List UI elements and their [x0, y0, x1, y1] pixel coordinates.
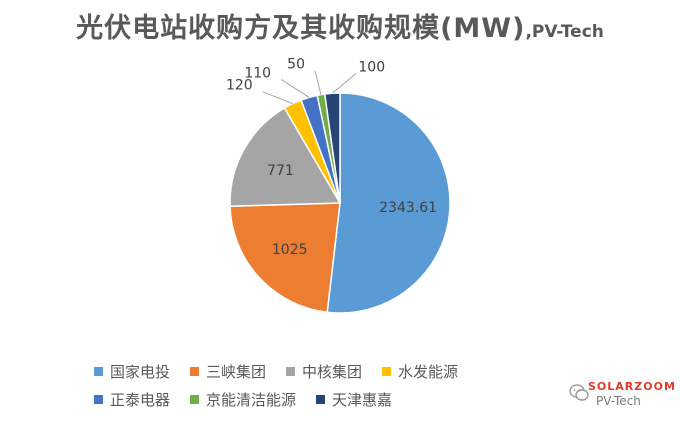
legend-swatch [190, 394, 200, 404]
legend-swatch [382, 366, 392, 376]
legend-swatch [94, 394, 103, 404]
legend-row: 国家电投 三峡集团 中核集团 水发能源 [94, 357, 574, 385]
legend-label: 三峡集团 [206, 362, 267, 381]
legend-label: 正泰电器 [110, 390, 171, 409]
pie-slice-state-power [326, 92, 451, 314]
chart-title-source: ,PV-Tech [525, 22, 604, 42]
pie-slice-tianjin-huijia [323, 92, 341, 204]
data-label-shuifa: 120 [226, 78, 253, 94]
legend-item-state-power: 国家电投 [94, 361, 170, 382]
legend-item-cnnc: 中核集团 [286, 361, 362, 382]
legend-swatch [316, 394, 326, 404]
legend-row: 正泰电器 京能清洁能源 天津惠嘉 [94, 385, 574, 413]
pie-slice-three-gorges [229, 202, 341, 314]
watermark: SOLARZOOM PV-Tech [560, 376, 676, 412]
legend-item-tianjin-huijia: 天津惠嘉 [316, 389, 392, 410]
leader-line-jingneng [314, 70, 322, 95]
legend-label: 天津惠嘉 [332, 390, 393, 409]
data-label-jingneng: 50 [287, 57, 305, 73]
legend-item-shuifa: 水发能源 [382, 361, 458, 382]
data-label-cnnc: 771 [267, 163, 294, 179]
legend-item-three-gorges: 三峡集团 [190, 361, 266, 382]
data-label-chint: 110 [244, 65, 271, 81]
leader-line-shuifa [262, 91, 293, 105]
legend-item-jingneng: 京能清洁能源 [190, 389, 296, 410]
pie-slice-cnnc [229, 106, 342, 208]
legend-item-chint: 正泰电器 [94, 389, 170, 410]
legend-label: 国家电投 [110, 362, 171, 381]
leader-line-tianjin-huijia [332, 72, 357, 94]
chart-legend: 国家电投 三峡集团 中核集团 水发能源正泰电器 京能清洁能源 天津惠嘉 [94, 357, 574, 413]
legend-swatch [286, 366, 296, 376]
chart-title: 光伏电站收购方及其收购规模(MW),PV-Tech [0, 6, 680, 45]
watermark-text: PV-Tech [596, 394, 641, 408]
legend-swatch [190, 366, 200, 376]
data-label-tianjin-huijia: 100 [358, 59, 385, 75]
chart-title-main: 光伏电站收购方及其收购规模(MW) [76, 13, 526, 44]
wechat-icon [569, 384, 589, 401]
watermark-brand: SOLARZOOM [588, 380, 676, 393]
legend-label: 水发能源 [398, 362, 459, 381]
data-label-state-power: 2343.61 [379, 200, 437, 216]
legend-label: 京能清洁能源 [206, 390, 297, 409]
data-label-three-gorges: 1025 [272, 242, 308, 258]
legend-swatch [94, 366, 103, 376]
legend-label: 中核集团 [302, 362, 363, 381]
leader-line-chint [280, 79, 310, 98]
